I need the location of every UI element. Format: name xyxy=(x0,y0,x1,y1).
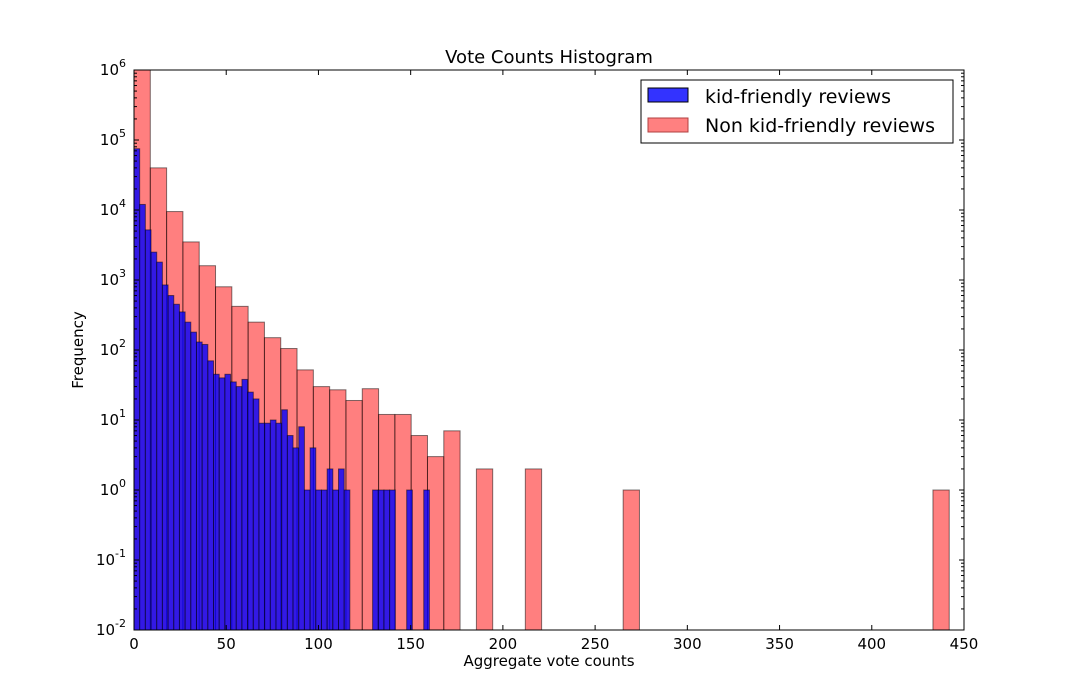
y-tick-label: 105 xyxy=(100,127,126,149)
x-tick-label: 300 xyxy=(673,635,702,653)
y-tick-label: 101 xyxy=(100,407,126,429)
non-kid-friendly-bar xyxy=(524,468,543,631)
kid-friendly-bar xyxy=(292,447,300,631)
x-tick-label: 450 xyxy=(950,635,979,653)
x-tick-label: 400 xyxy=(857,635,886,653)
x-tick-labels: 0 50 100 150 200 250 300 350 400 450 xyxy=(129,635,978,653)
x-tick-label: 350 xyxy=(765,635,794,653)
axis-ticks xyxy=(133,69,965,631)
kid-friendly-bar xyxy=(184,321,192,631)
kid-friendly-bar xyxy=(315,489,322,631)
kid-friendly-bar xyxy=(326,468,334,631)
x-tick-label: 150 xyxy=(396,635,425,653)
legend: kid-friendly reviews Non kid-friendly re… xyxy=(640,79,954,144)
x-tick-label: 250 xyxy=(581,635,610,653)
x-tick-label: 0 xyxy=(129,635,139,653)
non-kid-friendly-bar xyxy=(443,430,461,631)
kid-friendly-bar xyxy=(201,343,209,631)
kid-friendly-bar xyxy=(139,203,146,631)
kid-friendly-bar xyxy=(207,360,215,631)
kid-friendly-bar xyxy=(150,251,158,631)
legend-label-non-kid-friendly: Non kid-friendly reviews xyxy=(705,115,935,137)
kid-friendly-bar xyxy=(224,373,232,631)
kid-friendly-bar xyxy=(178,311,186,631)
kid-friendly-bar xyxy=(377,489,385,631)
y-tick-label: 100 xyxy=(100,477,126,499)
legend-label-kid-friendly: kid-friendly reviews xyxy=(705,86,891,108)
y-tick-label: 106 xyxy=(100,57,126,79)
legend-swatch-kid-friendly xyxy=(647,87,689,103)
kid-friendly-bar xyxy=(230,381,237,631)
non-kid-friendly-bar xyxy=(426,456,445,631)
kid-friendly-bar xyxy=(161,284,169,631)
non-kid-friendly-bar xyxy=(622,489,640,631)
y-tick-label: 102 xyxy=(100,337,126,359)
y-tick-label: 104 xyxy=(100,197,126,219)
kid-friendly-bar xyxy=(264,422,271,631)
kid-friendly-bar xyxy=(303,489,311,631)
non-kid-friendly-bar xyxy=(475,468,494,631)
y-axis-label: Frequency xyxy=(69,311,87,389)
kid-friendly-bar xyxy=(372,489,379,631)
kid-friendly-bar xyxy=(247,391,254,631)
x-tick-label: 50 xyxy=(217,635,236,653)
kid-friendly-bar xyxy=(269,419,277,631)
legend-frame xyxy=(640,79,954,144)
kid-friendly-bar xyxy=(383,489,391,631)
chart-title: Vote Counts Histogram xyxy=(445,47,653,68)
kid-friendly-bar xyxy=(332,489,340,631)
legend-swatch-non-kid-friendly xyxy=(647,117,689,133)
kid-friendly-bar xyxy=(320,489,328,631)
series-kid-friendly-bars xyxy=(133,148,430,631)
kid-friendly-bar xyxy=(389,489,396,631)
kid-friendly-bar xyxy=(343,489,351,631)
kid-friendly-bar xyxy=(241,378,249,631)
kid-friendly-bar xyxy=(173,303,180,631)
kid-friendly-bar xyxy=(252,398,260,631)
kid-friendly-bar xyxy=(167,295,175,631)
kid-friendly-bar xyxy=(218,377,226,631)
x-tick-label: 100 xyxy=(304,635,333,653)
y-tick-label: 10-2 xyxy=(96,617,126,639)
kid-friendly-bar xyxy=(406,489,413,631)
non-kid-friendly-bar xyxy=(932,489,950,631)
kid-friendly-bar xyxy=(275,422,283,631)
kid-friendly-bar xyxy=(338,468,345,631)
kid-friendly-bar xyxy=(258,422,266,631)
kid-friendly-bar xyxy=(309,447,317,631)
y-tick-label: 103 xyxy=(100,267,126,289)
x-tick-label: 200 xyxy=(489,635,518,653)
kid-friendly-bar xyxy=(286,435,294,631)
kid-friendly-bar xyxy=(281,409,288,631)
y-tick-label: 10-1 xyxy=(96,547,126,569)
kid-friendly-bar xyxy=(195,341,203,631)
kid-friendly-bar xyxy=(190,331,197,631)
kid-friendly-bar xyxy=(144,229,152,631)
kid-friendly-bar xyxy=(213,373,220,631)
kid-friendly-bar xyxy=(423,489,430,631)
kid-friendly-bar xyxy=(156,261,163,631)
kid-friendly-bar xyxy=(298,426,305,631)
y-tick-labels: 10-2 10-1 100 101 102 103 104 105 106 xyxy=(96,57,126,639)
kid-friendly-bar xyxy=(235,386,243,631)
x-axis-label: Aggregate vote counts xyxy=(463,652,634,670)
